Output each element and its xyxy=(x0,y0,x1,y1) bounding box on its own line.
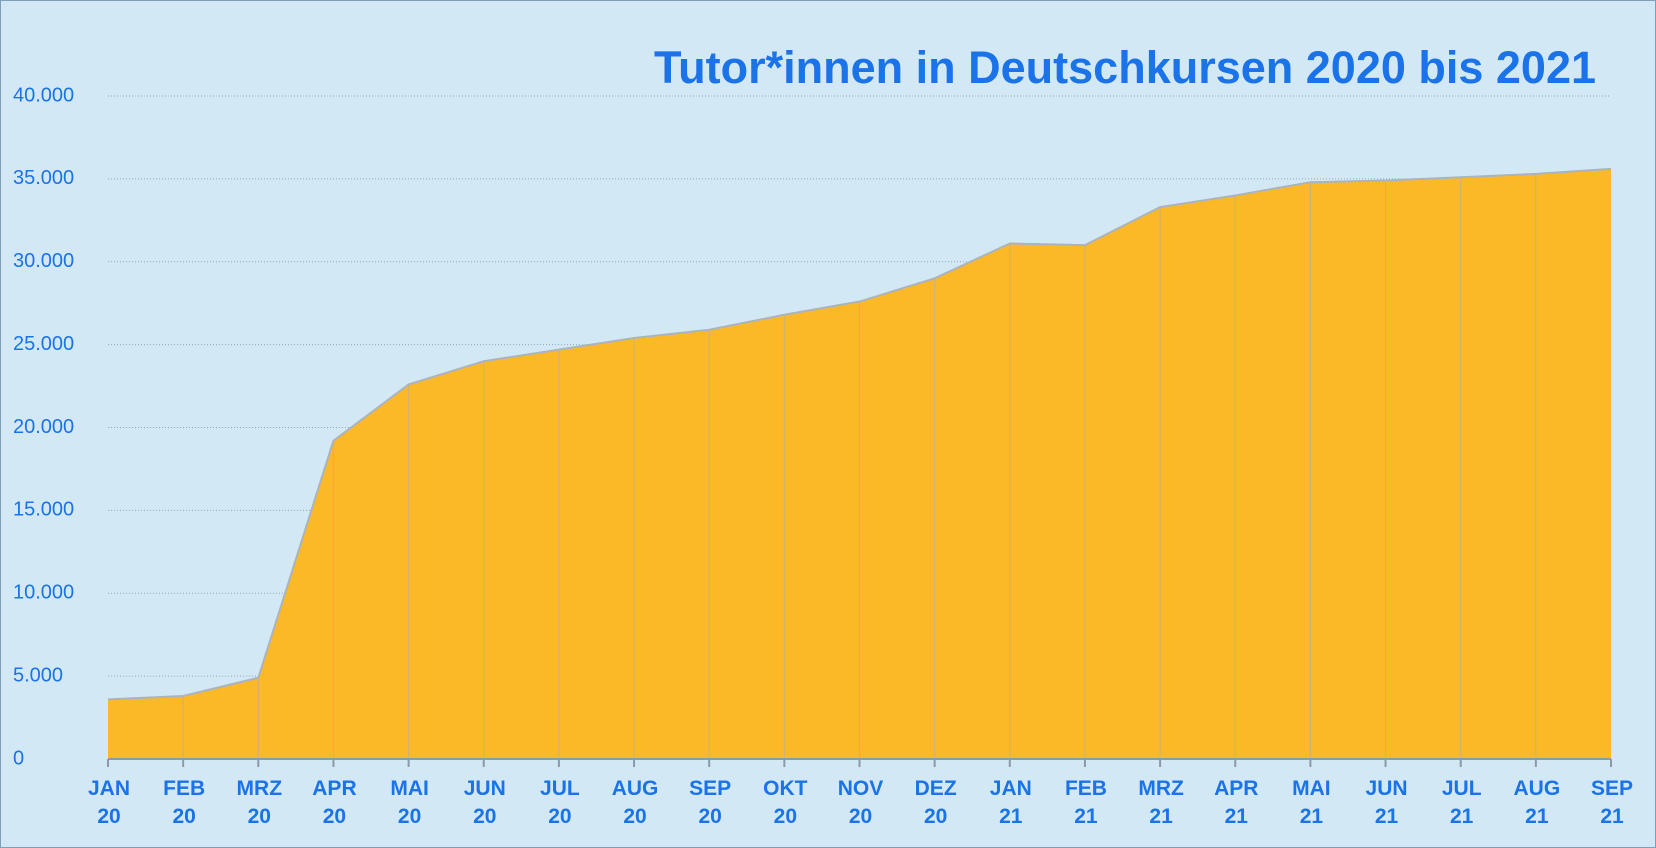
x-tick-label: APR 21 xyxy=(1214,777,1259,828)
x-tick-label: MAI 20 xyxy=(390,777,429,828)
x-tick-label: MRZ 20 xyxy=(236,777,283,828)
y-tick-label: 10.000 xyxy=(13,582,74,604)
x-tick-label: SEP 20 xyxy=(689,777,732,828)
x-tick-label: JAN 21 xyxy=(989,777,1032,828)
y-tick-label: 20.000 xyxy=(13,416,74,438)
x-tick-label: JAN 20 xyxy=(87,777,130,828)
x-tick-label: JUN 20 xyxy=(463,777,506,828)
x-tick-label: DEZ 20 xyxy=(914,777,957,828)
x-tick-label: JUL 20 xyxy=(540,777,580,828)
x-tick-label: FEB 20 xyxy=(163,777,206,828)
x-tick-label: AUG 20 xyxy=(611,777,659,828)
y-tick-label: 0 xyxy=(13,747,24,769)
x-tick-label: JUN 21 xyxy=(1365,777,1408,828)
chart-title: Tutor*innen in Deutschkursen 2020 bis 20… xyxy=(654,42,1596,93)
x-tick-label: OKT 20 xyxy=(763,777,808,828)
y-tick-label: 40.000 xyxy=(13,84,74,106)
y-tick-label: 25.000 xyxy=(13,333,74,355)
y-tick-label: 35.000 xyxy=(13,167,74,189)
y-tick-label: 15.000 xyxy=(13,499,74,521)
y-tick-label: 5.000 xyxy=(13,664,63,686)
x-tick-label: NOV 20 xyxy=(837,777,884,828)
x-tick-label: FEB 21 xyxy=(1064,777,1107,828)
y-tick-label: 30.000 xyxy=(13,250,74,272)
x-tick-label: AUG 21 xyxy=(1513,777,1561,828)
x-tick-label: JUL 21 xyxy=(1441,777,1482,828)
x-tick-label: MAI 21 xyxy=(1292,777,1331,828)
x-tick-label: SEP 21 xyxy=(1590,777,1634,828)
x-tick-label: MRZ 21 xyxy=(1138,777,1184,828)
x-tick-label: APR 20 xyxy=(312,777,357,828)
